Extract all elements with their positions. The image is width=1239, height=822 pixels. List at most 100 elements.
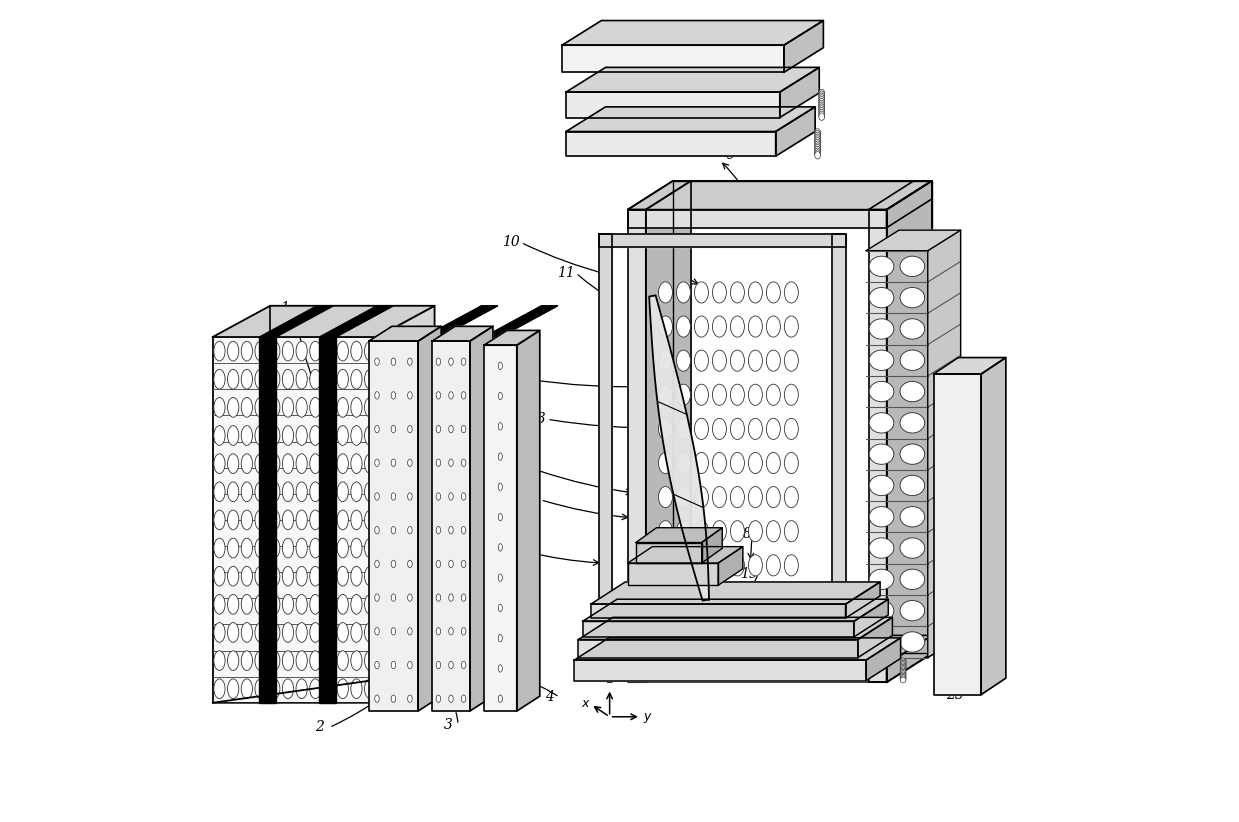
Polygon shape xyxy=(869,181,932,210)
Ellipse shape xyxy=(296,566,307,586)
Text: 13: 13 xyxy=(528,412,546,427)
Ellipse shape xyxy=(694,350,709,372)
Polygon shape xyxy=(418,326,441,711)
Ellipse shape xyxy=(242,398,253,418)
Ellipse shape xyxy=(323,369,335,389)
Ellipse shape xyxy=(712,384,726,405)
Ellipse shape xyxy=(694,520,709,542)
Ellipse shape xyxy=(408,628,413,635)
Ellipse shape xyxy=(676,487,690,508)
Ellipse shape xyxy=(374,527,379,534)
Ellipse shape xyxy=(900,381,924,402)
Ellipse shape xyxy=(676,418,690,440)
Ellipse shape xyxy=(392,695,395,702)
Ellipse shape xyxy=(815,146,820,154)
Polygon shape xyxy=(779,67,819,118)
Polygon shape xyxy=(259,337,276,703)
Text: y: y xyxy=(643,710,650,723)
Ellipse shape xyxy=(214,538,225,558)
Ellipse shape xyxy=(351,622,362,642)
Text: 18: 18 xyxy=(733,527,752,542)
Ellipse shape xyxy=(676,384,690,405)
Ellipse shape xyxy=(282,510,294,529)
Polygon shape xyxy=(628,181,932,210)
Ellipse shape xyxy=(676,589,690,610)
Ellipse shape xyxy=(815,131,820,138)
Ellipse shape xyxy=(323,594,335,614)
Ellipse shape xyxy=(282,594,294,614)
Polygon shape xyxy=(981,358,1006,695)
Polygon shape xyxy=(933,374,981,695)
Text: 2: 2 xyxy=(315,720,323,735)
Ellipse shape xyxy=(748,350,762,372)
Ellipse shape xyxy=(712,418,726,440)
Ellipse shape xyxy=(282,398,294,418)
Text: 16: 16 xyxy=(653,246,672,261)
Ellipse shape xyxy=(255,341,266,361)
Text: 6: 6 xyxy=(726,147,735,162)
Ellipse shape xyxy=(374,628,379,635)
Ellipse shape xyxy=(364,341,375,361)
Polygon shape xyxy=(369,341,418,711)
Ellipse shape xyxy=(767,520,781,542)
Polygon shape xyxy=(636,528,722,543)
Ellipse shape xyxy=(870,288,893,307)
Ellipse shape xyxy=(242,426,253,446)
Text: z: z xyxy=(606,673,613,686)
Polygon shape xyxy=(857,617,892,658)
Polygon shape xyxy=(628,563,719,585)
Ellipse shape xyxy=(242,622,253,642)
Ellipse shape xyxy=(337,426,348,446)
Ellipse shape xyxy=(731,282,745,303)
Ellipse shape xyxy=(676,350,690,372)
Ellipse shape xyxy=(296,622,307,642)
Ellipse shape xyxy=(436,358,441,365)
Ellipse shape xyxy=(392,492,395,500)
Ellipse shape xyxy=(901,673,906,679)
Ellipse shape xyxy=(364,594,375,614)
Ellipse shape xyxy=(900,288,924,307)
Polygon shape xyxy=(259,306,333,337)
Ellipse shape xyxy=(815,129,820,136)
Ellipse shape xyxy=(694,555,709,576)
Ellipse shape xyxy=(767,350,781,372)
Polygon shape xyxy=(833,234,845,670)
Ellipse shape xyxy=(498,604,502,612)
Ellipse shape xyxy=(351,341,362,361)
Ellipse shape xyxy=(815,151,820,159)
Ellipse shape xyxy=(870,381,893,402)
Ellipse shape xyxy=(214,341,225,361)
Ellipse shape xyxy=(767,316,781,337)
Polygon shape xyxy=(566,92,779,118)
Ellipse shape xyxy=(364,398,375,418)
Ellipse shape xyxy=(323,510,335,529)
Polygon shape xyxy=(784,21,824,72)
Ellipse shape xyxy=(228,566,239,586)
Polygon shape xyxy=(636,543,701,563)
Ellipse shape xyxy=(269,454,280,473)
Ellipse shape xyxy=(498,514,502,521)
Ellipse shape xyxy=(731,555,745,576)
Ellipse shape xyxy=(901,658,906,663)
Ellipse shape xyxy=(296,482,307,501)
Ellipse shape xyxy=(392,392,395,399)
Ellipse shape xyxy=(731,520,745,542)
Ellipse shape xyxy=(901,664,906,670)
Polygon shape xyxy=(628,635,932,664)
Ellipse shape xyxy=(900,506,924,527)
Ellipse shape xyxy=(498,543,502,551)
Ellipse shape xyxy=(461,594,466,602)
Ellipse shape xyxy=(323,679,335,699)
Ellipse shape xyxy=(228,369,239,389)
Ellipse shape xyxy=(323,651,335,671)
Ellipse shape xyxy=(449,459,453,466)
Ellipse shape xyxy=(712,589,726,610)
Ellipse shape xyxy=(242,651,253,671)
Ellipse shape xyxy=(323,538,335,558)
Ellipse shape xyxy=(282,651,294,671)
Ellipse shape xyxy=(269,538,280,558)
Ellipse shape xyxy=(870,256,893,276)
Ellipse shape xyxy=(242,341,253,361)
Ellipse shape xyxy=(658,555,673,576)
Ellipse shape xyxy=(900,475,924,496)
